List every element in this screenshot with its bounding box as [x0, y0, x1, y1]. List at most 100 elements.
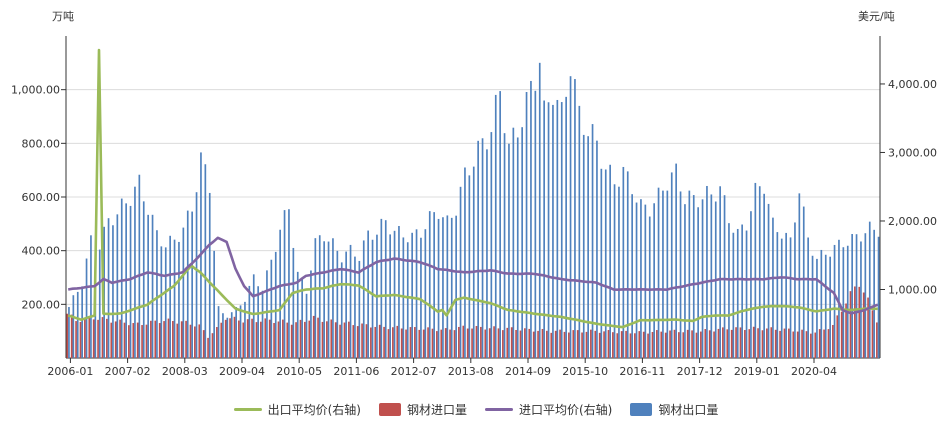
- import-volume-bar: [845, 303, 847, 358]
- legend-export-volume[interactable]: 钢材出口量: [630, 401, 718, 418]
- import-volume-bar: [141, 325, 143, 358]
- export-volume-bar: [587, 136, 589, 358]
- import-volume-bar: [691, 330, 693, 358]
- import-volume-bar: [444, 328, 447, 358]
- export-volume-bar: [855, 234, 858, 358]
- import-volume-bar: [603, 331, 605, 358]
- export-volume-bar: [824, 254, 827, 358]
- export-volume-bar: [195, 192, 198, 358]
- import-volume-bar: [792, 331, 795, 358]
- import-volume-bar: [484, 329, 487, 358]
- export-volume-bar: [684, 204, 686, 358]
- export-volume-bar: [424, 229, 427, 358]
- export-volume-bar: [138, 174, 141, 358]
- import-volume-bar: [858, 286, 861, 358]
- export-volume-bar: [648, 216, 651, 358]
- export-volume-bar: [68, 307, 70, 358]
- export-volume-bar: [261, 290, 264, 358]
- export-volume-bar: [565, 96, 567, 359]
- export-volume-bar: [521, 127, 523, 358]
- import-volume-bar: [519, 330, 522, 358]
- import-volume-bar: [572, 330, 575, 358]
- export-volume-bar: [772, 217, 774, 358]
- import-volume-bar: [361, 323, 363, 358]
- import-volume-bar: [682, 332, 685, 358]
- import-volume-bar: [642, 331, 645, 358]
- legend-import-volume[interactable]: 钢材进口量: [378, 401, 467, 418]
- export-volume-bar: [270, 259, 273, 358]
- import-volume-bar: [537, 330, 539, 358]
- import-volume-bar: [453, 330, 456, 358]
- export-volume-bar: [851, 234, 853, 358]
- export-volume-bar: [230, 312, 233, 358]
- right-axis-unit: 美元/吨: [858, 10, 895, 23]
- export-volume-bar: [838, 239, 840, 358]
- export-volume-bar: [371, 239, 374, 358]
- export-volume-bar: [833, 244, 836, 358]
- import-volume-bar: [396, 325, 399, 358]
- import-volume-bar: [669, 330, 671, 358]
- import-volume-bar: [414, 327, 416, 358]
- export-volume-bar: [191, 211, 193, 358]
- import-volume-bar: [106, 318, 108, 358]
- import-volume-bar: [466, 328, 469, 358]
- export-volume-bar: [860, 241, 862, 358]
- import-volume-bar: [304, 321, 306, 358]
- import-volume-bar: [647, 333, 649, 358]
- import-volume-bar: [730, 329, 733, 358]
- export-volume-bar: [235, 307, 237, 358]
- import-volume-bar: [431, 328, 434, 358]
- import-volume-bar: [638, 331, 641, 358]
- import-volume-bar: [167, 318, 170, 358]
- export-volume-bar: [147, 214, 149, 358]
- import-volume-bar: [233, 316, 236, 358]
- export-volume-bar: [257, 286, 259, 358]
- export-volume-bar: [692, 195, 695, 358]
- legend-import-price[interactable]: 进口平均价(右轴): [485, 401, 612, 418]
- import-volume-bar: [757, 328, 759, 358]
- import-volume-bar: [128, 325, 130, 358]
- export-volume-bar: [794, 222, 796, 358]
- import-volume-bar: [550, 332, 553, 358]
- legend-label: 出口平均价(右轴): [267, 402, 361, 417]
- export-volume-bar: [503, 133, 506, 358]
- export-volume-bar: [213, 250, 215, 358]
- import-volume-bar: [766, 328, 768, 358]
- import-volume-bar: [176, 323, 179, 358]
- legend-export-price[interactable]: 出口平均价(右轴): [233, 401, 361, 418]
- import-volume-bar: [554, 330, 557, 358]
- export-volume-bar: [670, 172, 673, 358]
- export-volume-bar: [120, 198, 123, 358]
- import-volume-bar: [801, 329, 803, 358]
- import-volume-bar: [585, 331, 588, 358]
- export-volume-bar: [160, 246, 163, 358]
- export-volume-bar: [274, 251, 277, 358]
- import-volume-bar: [867, 297, 869, 358]
- export-volume-bar: [433, 212, 435, 358]
- import-volume-bar: [154, 320, 157, 358]
- x-tick-label: 2012-07: [391, 365, 437, 378]
- export-volume-bar: [244, 301, 246, 358]
- export-volume-bar: [490, 132, 493, 358]
- x-tick-label: 2006-01: [47, 365, 93, 378]
- import-volume-bar: [449, 329, 451, 358]
- export-volume-bar: [178, 241, 180, 358]
- export-volume-bar: [701, 199, 704, 358]
- import-volume-bar: [163, 321, 165, 358]
- import-volume-bar: [370, 327, 372, 358]
- import-volume-bar: [295, 322, 297, 358]
- import-volume-bar: [871, 310, 874, 358]
- import-volume-bar: [123, 322, 126, 358]
- x-tick-label: 2009-04: [219, 365, 265, 378]
- import-volume-bar: [185, 320, 187, 358]
- import-volume-bar: [286, 322, 289, 358]
- import-volume-bar: [330, 319, 333, 358]
- export-volume-bar: [318, 235, 321, 358]
- x-tick-label: 2017-12: [677, 365, 723, 378]
- import-volume-bar: [352, 325, 355, 358]
- import-volume-bar: [211, 333, 214, 358]
- import-volume-bar: [251, 318, 253, 358]
- legend-swatch: [233, 407, 262, 411]
- export-volume-bar: [332, 238, 334, 358]
- export-volume-bar: [846, 245, 849, 358]
